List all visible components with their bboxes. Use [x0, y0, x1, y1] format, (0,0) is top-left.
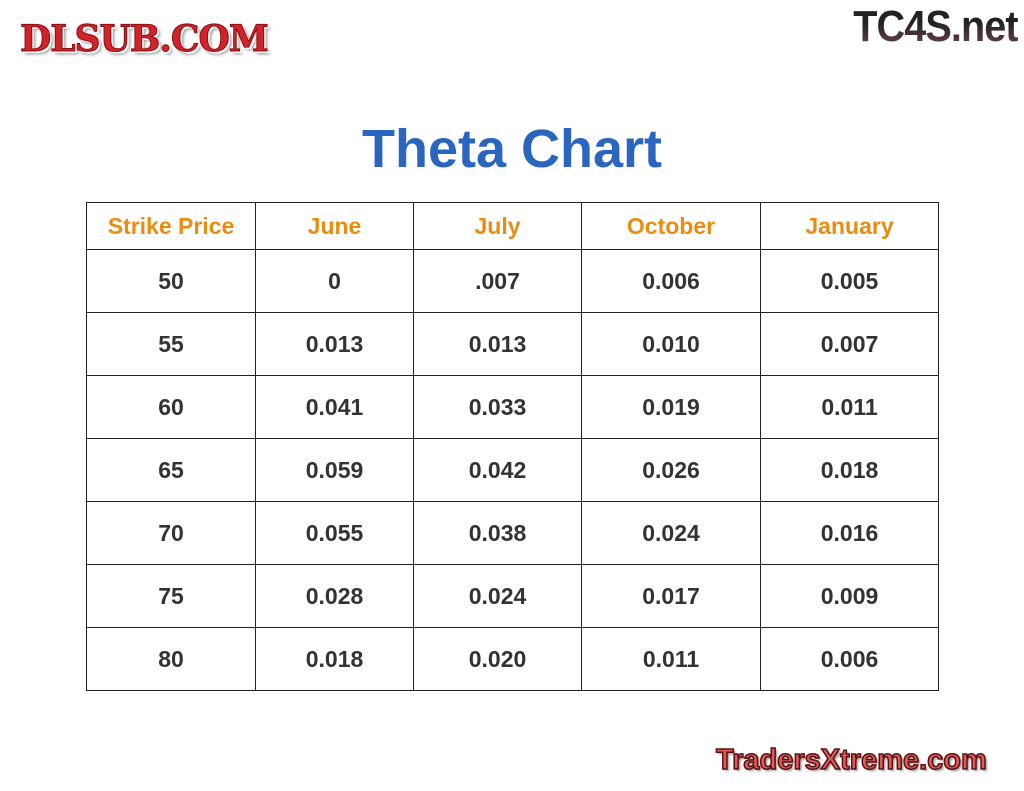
table-row: 80 0.018 0.020 0.011 0.006: [86, 627, 939, 691]
table-cell: 0.013: [413, 312, 582, 376]
page-title: Theta Chart: [361, 119, 663, 179]
table-cell: 50: [86, 249, 256, 313]
table-cell: 0.017: [581, 564, 761, 628]
column-header: June: [255, 202, 414, 250]
table-row: 60 0.041 0.033 0.019 0.011: [86, 375, 939, 439]
table-cell: 65: [86, 438, 256, 502]
column-header: January: [760, 202, 939, 250]
table-cell: 0.028: [255, 564, 414, 628]
table-cell: 0.011: [581, 627, 761, 691]
tc4s-logo: TC4S.net: [853, 2, 1019, 51]
table-cell: 0.009: [760, 564, 939, 628]
table-row: 70 0.055 0.038 0.024 0.016: [86, 501, 939, 565]
table-cell: 0.041: [255, 375, 414, 439]
table-cell: 0.033: [413, 375, 582, 439]
table-row: 55 0.013 0.013 0.010 0.007: [86, 312, 939, 376]
table-cell: 0.011: [760, 375, 939, 439]
table-cell: 0.038: [413, 501, 582, 565]
table-cell: 0.005: [760, 249, 939, 313]
table-cell: 80: [86, 627, 256, 691]
table-cell: 0.006: [581, 249, 761, 313]
table-cell: 0.026: [581, 438, 761, 502]
table-cell: 0.019: [581, 375, 761, 439]
table-cell: 0.010: [581, 312, 761, 376]
column-header: July: [413, 202, 582, 250]
table-cell: 0.016: [760, 501, 939, 565]
table-cell: 60: [86, 375, 256, 439]
table-cell: .007: [413, 249, 582, 313]
table-cell: 0.018: [255, 627, 414, 691]
table-cell: 0.020: [413, 627, 582, 691]
table-cell: 0.007: [760, 312, 939, 376]
table-cell: 0.006: [760, 627, 939, 691]
table-cell: 0: [255, 249, 414, 313]
table-cell: 0.013: [255, 312, 414, 376]
table-row: 50 0.007 0.006 0.005: [86, 249, 939, 313]
table-cell: 0.055: [255, 501, 414, 565]
table-cell: 0.042: [413, 438, 582, 502]
tradersxtreme-logo: TradersXtreme.com: [715, 743, 987, 777]
header-row: Strike Price June July October January: [86, 202, 939, 250]
table-cell: 0.024: [581, 501, 761, 565]
theta-table: Strike Price June July October January 50 0.0…: [86, 202, 939, 691]
table-cell: 0.024: [413, 564, 582, 628]
column-header: Strike Price: [86, 202, 256, 250]
table-cell: 0.018: [760, 438, 939, 502]
table-cell: 70: [86, 501, 256, 565]
table-cell: 0.059: [255, 438, 414, 502]
table-cell: 75: [86, 564, 256, 628]
column-header: October: [581, 202, 761, 250]
table-cell: 55: [86, 312, 256, 376]
table-row: 75 0.028 0.024 0.017 0.009: [86, 564, 939, 628]
dlsub-watermark: DLSUB.COM: [20, 18, 270, 61]
table-row: 65 0.059 0.042 0.026 0.018: [86, 438, 939, 502]
